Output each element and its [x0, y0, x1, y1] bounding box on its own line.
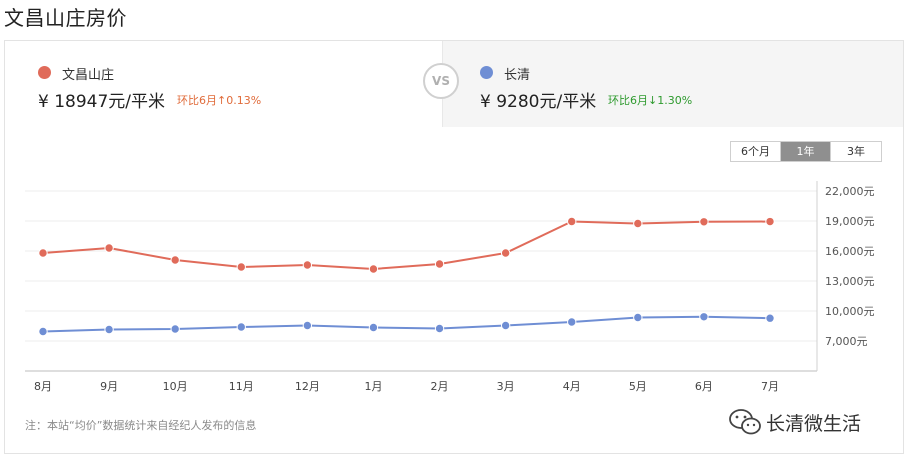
- y-tick-label: 7,000元: [825, 335, 868, 348]
- series-line-1: [42, 315, 771, 333]
- x-tick-label: 9月: [100, 380, 118, 393]
- data-point: [567, 317, 577, 327]
- series-dot-right: [480, 66, 493, 79]
- data-point: [104, 324, 114, 335]
- x-tick-label: 12月: [295, 380, 320, 393]
- data-point: [368, 264, 379, 274]
- compare-left-card: 文昌山庄 ¥ 18947元/平米 环比6月↑0.13%: [5, 41, 442, 127]
- watermark: 长清微生活: [728, 402, 861, 442]
- vs-badge: VS: [423, 63, 459, 99]
- x-tick-label: 6月: [695, 380, 713, 393]
- right-change: 环比6月↓1.30%: [608, 94, 693, 107]
- y-tick-label: 22,000元: [825, 185, 875, 198]
- data-point: [236, 322, 246, 332]
- tab-3-years[interactable]: 3年: [831, 142, 881, 161]
- data-point: [765, 216, 775, 227]
- data-point: [633, 312, 643, 323]
- y-tick-label: 19,000元: [825, 215, 875, 228]
- data-point: [434, 259, 445, 269]
- right-price: ¥ 9280元/平米: [480, 92, 597, 112]
- compare-right-card: 长清 ¥ 9280元/平米 环比6月↓1.30%: [442, 41, 903, 127]
- left-change: 环比6月↑0.13%: [177, 94, 262, 107]
- data-point: [699, 217, 709, 227]
- right-area-name: 长清: [504, 68, 531, 83]
- data-point: [38, 326, 48, 337]
- data-point: [500, 248, 511, 258]
- data-point: [567, 216, 577, 227]
- wechat-icon: [729, 409, 761, 435]
- x-tick-label: 8月: [34, 380, 52, 393]
- data-point: [170, 324, 180, 334]
- data-point: [699, 312, 709, 322]
- y-tick-label: 13,000元: [825, 275, 875, 288]
- page-title: 文昌山庄房价: [4, 6, 127, 30]
- data-point: [38, 248, 48, 258]
- left-community-name: 文昌山庄: [62, 68, 115, 83]
- series-line-0: [42, 220, 771, 271]
- y-tick-label: 10,000元: [825, 305, 875, 318]
- x-tick-label: 11月: [229, 380, 254, 393]
- watermark-text: 长清微生活: [766, 412, 862, 435]
- data-point: [368, 322, 379, 333]
- data-source-note: 注：本站“均价”数据统计来自经纪人发布的信息: [25, 419, 257, 432]
- series-dot-left: [38, 66, 51, 79]
- x-tick-label: 5月: [629, 380, 647, 393]
- data-point: [302, 320, 313, 331]
- tab-6-months[interactable]: 6个月: [731, 142, 781, 161]
- data-point: [236, 262, 246, 272]
- data-point: [170, 255, 180, 265]
- price-trend-chart: 7,000元 10,000元 13,000元 16,000元 19,000元 22,000…: [25, 181, 875, 393]
- data-point: [500, 320, 511, 331]
- tab-1-year[interactable]: 1年: [781, 142, 831, 161]
- x-tick-label: 10月: [163, 380, 188, 393]
- x-tick-label: 3月: [497, 380, 515, 393]
- data-point: [104, 243, 114, 253]
- data-point: [633, 218, 643, 229]
- x-tick-label: 1月: [364, 380, 382, 393]
- x-tick-label: 2月: [431, 380, 449, 393]
- comparison-header: 文昌山庄 ¥ 18947元/平米 环比6月↑0.13% 长清 ¥ 9280元/平…: [5, 41, 903, 127]
- y-tick-label: 16,000元: [825, 245, 875, 258]
- x-tick-label: 7月: [761, 380, 779, 393]
- data-point: [765, 313, 775, 323]
- data-point: [302, 260, 313, 270]
- price-comparison-panel: 文昌山庄 ¥ 18947元/平米 环比6月↑0.13% 长清 ¥ 9280元/平…: [4, 40, 904, 454]
- x-tick-label: 4月: [563, 380, 581, 393]
- data-point: [434, 323, 445, 334]
- time-range-tabs: 6个月 1年 3年: [730, 141, 882, 162]
- left-price: ¥ 18947元/平米: [38, 92, 166, 112]
